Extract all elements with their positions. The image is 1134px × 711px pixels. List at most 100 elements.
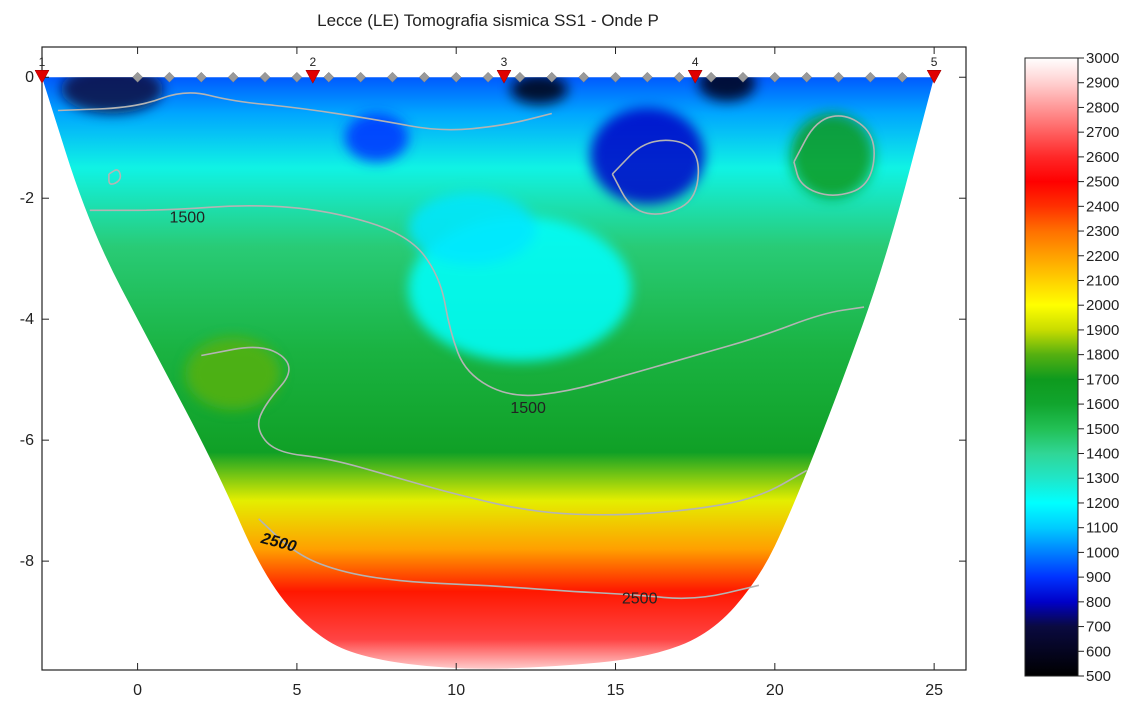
shot-label: 5 [931,55,938,69]
colorbar-tick-label: 700 [1086,619,1111,636]
shot-marker [687,69,703,84]
colorbar-tick-label: 2000 [1086,297,1119,314]
colorbar-tick-label: 2800 [1086,99,1119,116]
colorbar-tick-label: 1700 [1086,371,1119,388]
colorbar-tick-label: 1200 [1086,495,1119,512]
colorbar-tick-label: 1500 [1086,421,1119,438]
y-tick-label: -4 [20,311,34,328]
shot-marker [305,69,321,84]
colorbar-tick-label: 1600 [1086,396,1119,413]
geophone-marker [673,71,685,83]
geophone-marker [514,71,526,83]
geophone-marker [769,71,781,83]
colorbar-tick-label: 500 [1086,668,1111,685]
geophone-marker [865,71,876,83]
shot-points: 1 2 3 4 5 [34,55,942,84]
shot-marker [926,69,942,84]
y-tick-label: 0 [25,69,34,86]
shot-label: 3 [501,55,508,69]
colorbar-tick-label: 600 [1086,643,1111,660]
contour-line-1000 [57,92,552,131]
colorbar-tick-label: 1900 [1086,322,1119,339]
shot-label: 1 [39,55,46,69]
velocity-anomaly [344,113,409,162]
geophone-marker [801,71,813,83]
colorbar-tick-label: 1400 [1086,446,1119,463]
geophone-marker [291,71,303,83]
x-tick-label: 10 [447,682,465,699]
contour-line-1500 [89,204,865,397]
colorbar-tick-label: 1000 [1086,544,1119,561]
velocity-anomaly [790,113,874,199]
colorbar-tick-label: 2100 [1086,272,1119,289]
axes: 0 5 10 15 20 250-2-4-6-8 [20,47,966,699]
contour-label: 2500 [622,590,658,607]
geophone-marker [450,71,462,83]
colorbar-tick-label: 2400 [1086,198,1119,215]
x-tick-label: 15 [607,682,625,699]
contour-line-1300 [108,169,122,185]
velocity-anomaly [510,77,568,105]
geophone-marker [705,71,717,83]
velocity-anomaly [185,337,281,410]
geophone-marker [418,71,430,83]
y-tick-label: -8 [20,553,34,570]
velocity-section [42,77,935,669]
y-tick-label: -2 [20,190,34,207]
geophone-marker [227,71,239,83]
geophone-marker [642,71,653,83]
colorbar-tick-label: 900 [1086,569,1111,586]
y-tick-label: -6 [20,432,34,449]
colorbar-tick-label: 2200 [1086,248,1119,265]
geophone-marker [610,71,621,83]
geophone-marker [164,71,175,83]
contour-line-1000 [611,139,700,215]
velocity-anomaly [698,77,756,102]
contour-line-2500 [258,518,760,600]
velocity-anomaly [408,192,536,265]
geophone-marker [833,71,844,83]
plot-frame [41,46,967,671]
geophone-marker [737,71,749,83]
shot-label: 2 [309,55,316,69]
colorbar [1024,57,1079,677]
colorbar-ticks: 3000 2900 2800 2700 2600 2500 2400 2300 2200 2100… [1078,50,1119,685]
contour-line-1700 [201,346,808,516]
colorbar-tick-label: 2600 [1086,149,1119,166]
x-tick-label: 0 [133,682,142,699]
geophone-marker [546,71,558,83]
colorbar-tick-label: 1800 [1086,347,1119,364]
colorbar-tick-label: 3000 [1086,50,1119,67]
colorbar-tick-label: 800 [1086,594,1111,611]
x-tick-label: 25 [925,682,943,699]
colorbar-tick-label: 2900 [1086,75,1119,92]
geophones [132,71,908,83]
x-tick-label: 20 [766,682,784,699]
shot-marker [496,69,512,84]
colorbar-tick-label: 2500 [1086,174,1119,191]
contour-label: 1500 [169,209,205,226]
geophone-marker [387,71,398,83]
geophone-marker [482,71,494,83]
shot-label: 4 [692,55,699,69]
velocity-anomalies [61,77,874,410]
colorbar-tick-label: 2300 [1086,223,1119,240]
contour-line-1600 [793,115,875,196]
geophone-marker [896,71,908,83]
shot-marker [34,69,50,84]
x-tick-label: 5 [292,682,301,699]
geophone-marker [323,71,335,83]
geophone-marker [259,71,271,83]
geophone-marker [195,71,207,83]
velocity-anomaly [590,107,705,205]
geophone-marker [355,71,366,83]
colorbar-tick-label: 1100 [1086,520,1118,537]
velocity-anomaly [61,77,164,114]
chart-title: Lecce (LE) Tomografia sismica SS1 - Onde… [317,11,659,30]
colorbar-tick-label: 1300 [1086,470,1119,487]
colorbar-tick-label: 2700 [1086,124,1119,141]
geophone-marker [132,71,143,83]
contour-lines [57,92,875,600]
geophone-marker [578,71,590,83]
